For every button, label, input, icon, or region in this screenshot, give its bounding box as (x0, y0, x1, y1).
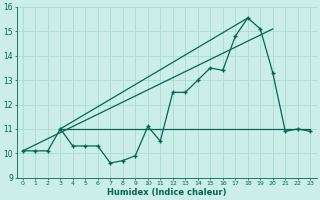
X-axis label: Humidex (Indice chaleur): Humidex (Indice chaleur) (107, 188, 226, 197)
